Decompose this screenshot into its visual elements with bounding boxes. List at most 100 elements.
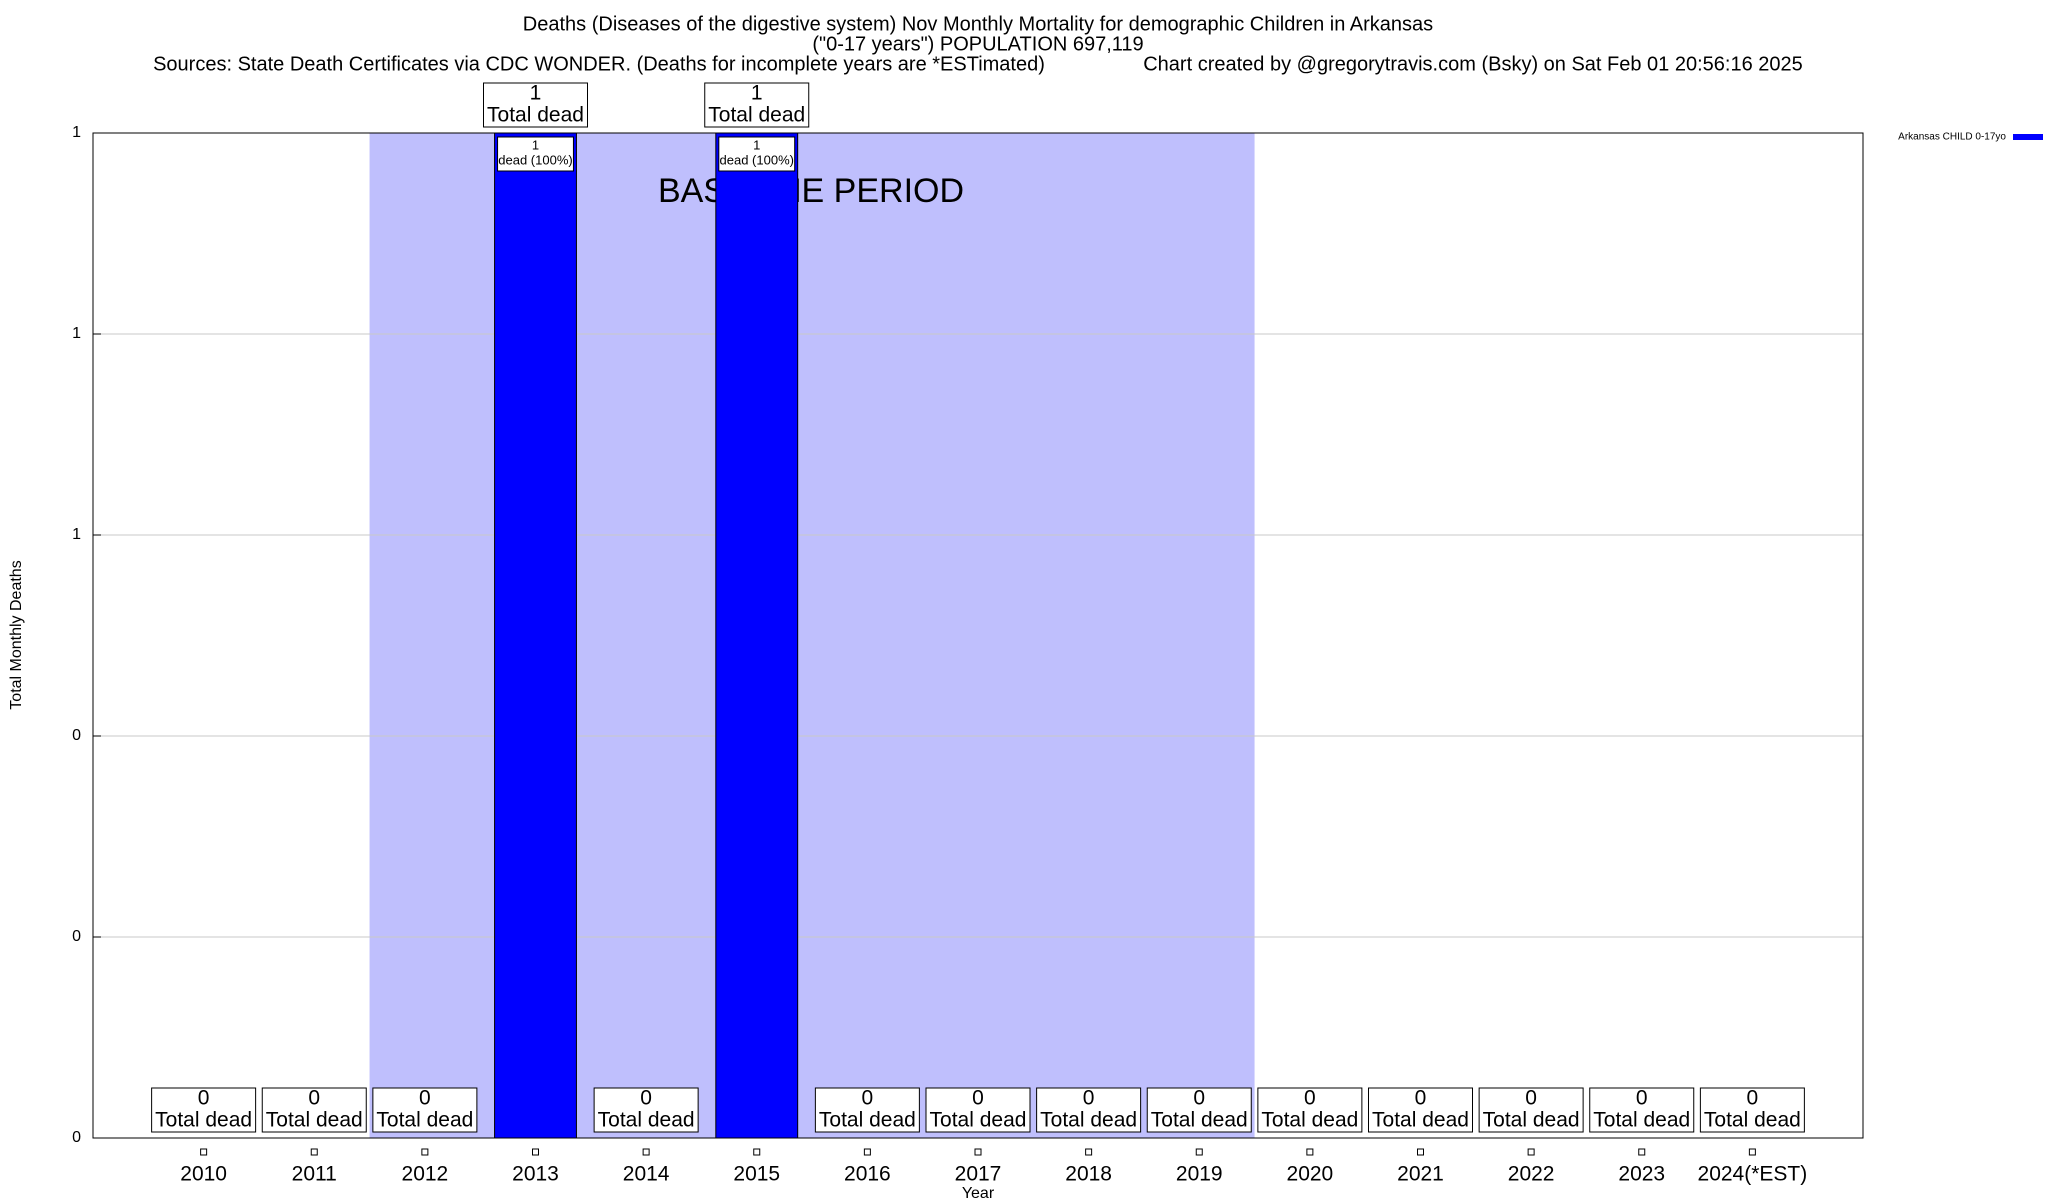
value-label: 0 [198, 1087, 210, 1110]
x-tick-label: 2021 [1397, 1163, 1444, 1186]
value-label: 0 [862, 1087, 874, 1110]
x-tick [974, 1148, 982, 1156]
bar-label: 1 [532, 137, 539, 152]
plot-frame [92, 132, 1864, 1139]
value-label-caption: Total dead [1261, 1109, 1358, 1132]
y-tick-label: 0 [72, 1129, 81, 1146]
y-tick-label: 1 [72, 325, 81, 342]
bar-label: 1 [753, 137, 760, 152]
bar-label-caption: dead (100%) [720, 152, 794, 167]
x-axis-title: Year [962, 1185, 995, 1200]
x-tick-label: 2012 [402, 1163, 449, 1186]
chart-subtitle: ("0-17 years") POPULATION 697,119 [812, 33, 1143, 55]
x-tick [1527, 1148, 1535, 1156]
value-label-box [1368, 1087, 1473, 1133]
value-label-box [593, 1087, 699, 1133]
x-tick-label: 2014 [623, 1163, 670, 1186]
x-tick [1085, 1148, 1093, 1156]
value-label: 1 [530, 82, 542, 105]
value-label-caption: Total dead [1593, 1109, 1690, 1132]
y-tick-label: 1 [72, 124, 81, 141]
x-tick-label: 2011 [292, 1163, 337, 1186]
sources: Sources: State Death Certificates via CD… [153, 53, 1045, 75]
value-label-box [1478, 1087, 1584, 1133]
x-tick [863, 1148, 871, 1156]
legend-label: Arkansas CHILD 0-17yo [1898, 132, 2006, 143]
value-label: 0 [1304, 1087, 1316, 1110]
value-label-caption: Total dead [487, 104, 584, 127]
bar-label-box [718, 136, 796, 172]
value-label-box [1146, 1087, 1252, 1133]
x-tick [1195, 1148, 1203, 1156]
value-label-box [1699, 1087, 1805, 1133]
value-label: 0 [640, 1087, 652, 1110]
value-label: 0 [1193, 1087, 1205, 1110]
value-label-caption: Total dead [930, 1109, 1027, 1132]
value-label-box [814, 1087, 920, 1133]
value-label: 0 [1083, 1087, 1095, 1110]
bar-label-caption: dead (100%) [498, 152, 572, 167]
value-label-box [151, 1087, 257, 1133]
x-tick [642, 1148, 650, 1156]
x-tick-label: 2018 [1065, 1163, 1112, 1186]
y-tick-label: 1 [72, 526, 81, 543]
value-label-box [1589, 1087, 1695, 1133]
x-tick-label: 2016 [844, 1163, 891, 1186]
x-tick [1417, 1148, 1424, 1156]
value-label-caption: Total dead [1040, 1109, 1137, 1132]
y-axis-title: Total Monthly Deaths [8, 560, 25, 709]
x-tick-label: 2013 [512, 1163, 559, 1186]
value-label-caption: Total dead [598, 1109, 695, 1132]
value-label: 1 [751, 82, 763, 105]
value-label-box [483, 82, 588, 128]
value-label-caption: Total dead [1704, 1109, 1801, 1132]
value-label-caption: Total dead [266, 1109, 363, 1132]
x-tick [1306, 1148, 1314, 1156]
x-tick-label: 2022 [1508, 1163, 1555, 1186]
value-label: 0 [1636, 1087, 1648, 1110]
x-tick [1638, 1148, 1646, 1156]
x-tick [310, 1148, 318, 1156]
value-label: 0 [308, 1087, 320, 1110]
x-tick [200, 1148, 208, 1156]
value-label: 0 [972, 1087, 984, 1110]
value-label-box [372, 1087, 478, 1133]
y-tick-label: 0 [72, 727, 81, 744]
value-label-caption: Total dead [1483, 1109, 1580, 1132]
value-label: 0 [1415, 1087, 1427, 1110]
value-label-caption: Total dead [1151, 1109, 1248, 1132]
y-tick-label: 0 [72, 928, 81, 945]
x-tick-label: 2024(*EST) [1698, 1163, 1808, 1186]
x-tick [1748, 1148, 1756, 1156]
x-tick [421, 1148, 429, 1156]
x-tick-label: 2010 [180, 1163, 227, 1186]
bar [715, 132, 799, 1139]
x-tick-label: 2023 [1618, 1163, 1665, 1186]
x-tick-label: 2017 [955, 1163, 1002, 1186]
value-label-box [1036, 1087, 1142, 1133]
bar [494, 132, 577, 1139]
x-tick [532, 1148, 539, 1156]
value-label-box [925, 1087, 1031, 1133]
value-label-caption: Total dead [376, 1109, 473, 1132]
x-tick-label: 2019 [1176, 1163, 1223, 1186]
value-label: 0 [1747, 1087, 1759, 1110]
x-tick [753, 1148, 761, 1156]
value-label-caption: Total dead [155, 1109, 252, 1132]
x-tick-label: 2015 [733, 1163, 780, 1186]
value-label-box [1257, 1087, 1363, 1133]
value-label: 0 [419, 1087, 431, 1110]
value-label: 0 [1525, 1087, 1537, 1110]
value-label-caption: Total dead [819, 1109, 916, 1132]
credit: Chart created by @gregorytravis.com (Bsk… [1143, 53, 1803, 75]
bar-label-box [497, 136, 574, 172]
baseline-label: BASELINE PERIOD [658, 172, 964, 210]
value-label-caption: Total dead [1372, 1109, 1469, 1132]
chart-title: Deaths (Diseases of the digestive system… [523, 13, 1433, 35]
value-label-box [261, 1087, 367, 1133]
x-tick-label: 2020 [1287, 1163, 1334, 1186]
value-label-caption: Total dead [708, 104, 805, 127]
value-label-box [704, 82, 810, 128]
